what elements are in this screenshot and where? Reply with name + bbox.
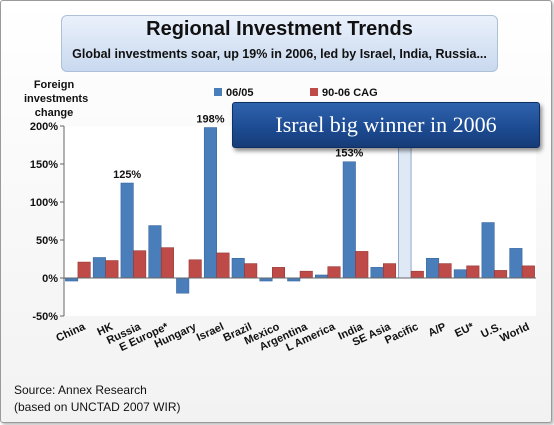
bar-0605-brazil	[231, 257, 245, 279]
source-note: Source: Annex Research (based on UNCTAD …	[14, 382, 181, 416]
bar-cag-hk	[105, 260, 119, 279]
plot-area	[64, 126, 536, 316]
bar-cag-israel	[216, 252, 230, 279]
bar-cag-a-p	[438, 263, 452, 279]
y-tick-label: 150%	[30, 159, 58, 171]
bar-cag-russia	[133, 250, 147, 279]
callout-box: Israel big winner in 2006	[232, 102, 540, 148]
bar-0605-eu-	[453, 269, 467, 279]
chart-subtitle: Global investments soar, up 19% in 2006,…	[72, 47, 487, 61]
y-tick-label: 0%	[42, 273, 58, 285]
bar-cag-hungary	[188, 259, 202, 279]
y-tick-label: 200%	[30, 121, 58, 133]
x-tick-label: China	[54, 320, 88, 344]
bar-0605-a-p	[426, 257, 440, 279]
y-tick-label: 100%	[30, 197, 58, 209]
bar-0605-pacific	[398, 145, 412, 279]
bar-cag-u-s-	[494, 270, 508, 279]
x-tick-label: World	[498, 321, 531, 345]
bar-0605-israel	[203, 127, 217, 279]
bar-cag-china	[77, 261, 91, 279]
bar-cag-world	[521, 265, 535, 279]
bar-cag-se-asia	[383, 263, 397, 279]
bar-0605-u-s-	[481, 222, 495, 279]
bar-cag-pacific	[410, 270, 424, 279]
x-tick-label: Israel	[195, 321, 226, 344]
callout-text: Israel big winner in 2006	[275, 112, 497, 137]
source-line-1: Source: Annex Research	[14, 383, 147, 397]
chart-title: Regional Investment Trends	[146, 18, 413, 40]
bar-cag-mexico	[271, 267, 285, 279]
bar-0605-india	[342, 161, 356, 279]
y-axis-label: Foreign investments change	[24, 79, 89, 119]
bar-0605-hk	[92, 257, 106, 279]
y-tick-label: 50%	[36, 235, 58, 247]
bar-0605-e-europe-	[148, 225, 162, 279]
y-tick-label: -50%	[32, 311, 58, 323]
bar-cag-brazil	[244, 263, 258, 279]
x-tick-label: A/P	[426, 321, 448, 340]
legend-swatch	[310, 88, 318, 96]
bar-cag-india	[355, 251, 369, 279]
x-tick-label: EU*	[453, 321, 476, 340]
bar-0605-hungary	[176, 277, 190, 294]
data-label: 153%	[335, 148, 363, 160]
bar-cag-eu-	[466, 265, 480, 279]
data-label: 125%	[113, 169, 141, 181]
source-line-2: (based on UNCTAD 2007 WIR)	[14, 400, 181, 414]
legend-label: 90-06 CAG	[322, 87, 378, 99]
bar-cag-argentina	[299, 270, 313, 279]
title-box: Regional Investment Trends Global invest…	[61, 15, 498, 72]
bar-0605-se-asia	[370, 267, 384, 279]
bar-cag-l-america	[327, 266, 341, 279]
legend-swatch	[214, 88, 222, 96]
data-label: 198%	[196, 114, 224, 126]
legend-label: 06/05	[226, 87, 254, 99]
bar-cag-e-europe-	[160, 247, 174, 279]
bar-0605-russia	[120, 182, 134, 279]
bar-0605-world	[509, 248, 523, 279]
